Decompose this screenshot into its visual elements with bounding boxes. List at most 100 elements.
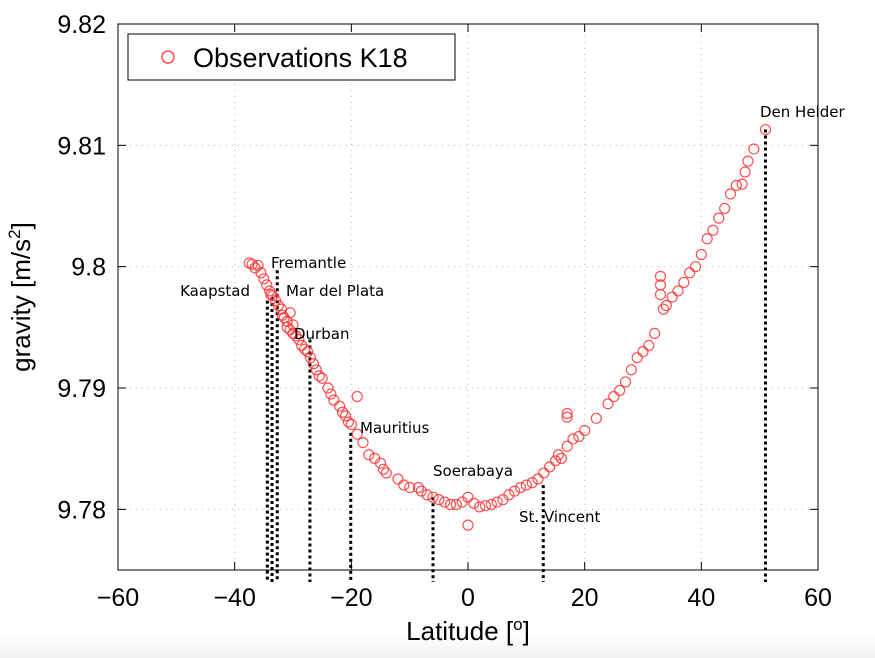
data-point [561, 411, 573, 423]
data-point [351, 390, 363, 403]
data-point [439, 496, 451, 508]
data-point [719, 202, 731, 215]
data-point [544, 461, 556, 473]
data-point [287, 327, 299, 339]
plot-frame [117, 23, 819, 571]
data-point [654, 270, 667, 282]
x-tick-label: 40 [687, 584, 715, 612]
data-point [474, 501, 486, 513]
legend: Observations K18 [127, 33, 456, 81]
station-label: St. Vincent [519, 508, 601, 526]
data-point [299, 343, 311, 355]
data-point [258, 273, 270, 285]
data-point [538, 467, 550, 479]
data-point [555, 452, 567, 464]
data-point [363, 449, 375, 461]
data-point [272, 299, 285, 312]
data-point [325, 388, 337, 400]
data-point [748, 143, 760, 155]
data-point [614, 384, 626, 397]
data-point [724, 188, 737, 200]
x-tick-label: 60 [804, 584, 832, 612]
x-tick-label: 0 [461, 584, 475, 612]
data-point [398, 479, 410, 491]
x-tick-label: −40 [213, 584, 255, 612]
station-label: Fremantle [271, 254, 346, 272]
data-point [322, 382, 334, 394]
data-point [313, 370, 325, 382]
data-point [357, 437, 369, 449]
data-point [590, 412, 602, 424]
data-point [759, 123, 772, 136]
data-point [526, 477, 538, 489]
data-point [742, 155, 754, 167]
data-point [310, 364, 322, 376]
data-point [392, 473, 404, 485]
data-point [567, 433, 579, 445]
data-point [520, 479, 532, 491]
data-point [377, 463, 390, 475]
data-point [307, 358, 320, 370]
data-point [672, 285, 684, 297]
data-point [462, 519, 474, 531]
data-point [736, 178, 748, 190]
data-point [433, 494, 445, 506]
y-tick-label: 9.81 [57, 132, 106, 160]
data-point [351, 428, 363, 440]
y-axis-label: gravity [m/s2] [5, 222, 36, 372]
data-point [619, 376, 632, 388]
x-tick-label: 20 [571, 584, 599, 612]
y-tick-label: 9.79 [57, 375, 106, 403]
data-point [631, 352, 643, 364]
data-point [625, 364, 637, 376]
data-point [579, 424, 591, 437]
station-label: Soerabaya [433, 462, 513, 480]
data-point [479, 500, 492, 512]
data-point [412, 481, 425, 494]
data-point [287, 319, 299, 331]
y-tick-label: 9.82 [57, 11, 106, 39]
data-point [657, 303, 670, 315]
data-point [602, 398, 614, 410]
x-tick-label: −20 [330, 584, 372, 612]
data-point [334, 400, 346, 412]
data-point [660, 299, 672, 312]
data-point [552, 449, 565, 461]
data-point [684, 267, 696, 279]
bottom-shadow-band [0, 632, 875, 658]
station-label: Den Helder [760, 103, 845, 121]
data-point [450, 498, 462, 511]
legend-box [127, 33, 456, 81]
data-point [666, 291, 678, 303]
data-point [509, 485, 521, 497]
data-point [246, 258, 258, 270]
data-point [380, 467, 392, 479]
station-label: Kaapstad [180, 282, 250, 300]
data-point [730, 179, 742, 191]
data-point [654, 288, 667, 301]
legend-label: Observations K18 [193, 43, 408, 73]
data-point [252, 259, 264, 272]
data-point [261, 279, 273, 291]
x-axis-label: Latitude [o] [406, 615, 530, 646]
data-point [336, 406, 349, 418]
data-point [404, 481, 416, 494]
data-point [328, 394, 340, 406]
data-point [290, 330, 302, 342]
data-point [468, 497, 480, 509]
station-label: Mar del Plata [286, 282, 384, 300]
data-point [374, 457, 387, 469]
data-point [701, 233, 713, 245]
station-label: Mauritius [360, 419, 430, 437]
data-point [573, 430, 585, 443]
data-point [739, 166, 751, 178]
data-point [444, 498, 457, 511]
data-point [415, 485, 427, 497]
data-point [707, 224, 719, 236]
data-point [339, 410, 352, 422]
data-point [301, 346, 314, 358]
data-point [421, 489, 433, 501]
data-point [678, 276, 690, 289]
data-point [427, 491, 439, 503]
